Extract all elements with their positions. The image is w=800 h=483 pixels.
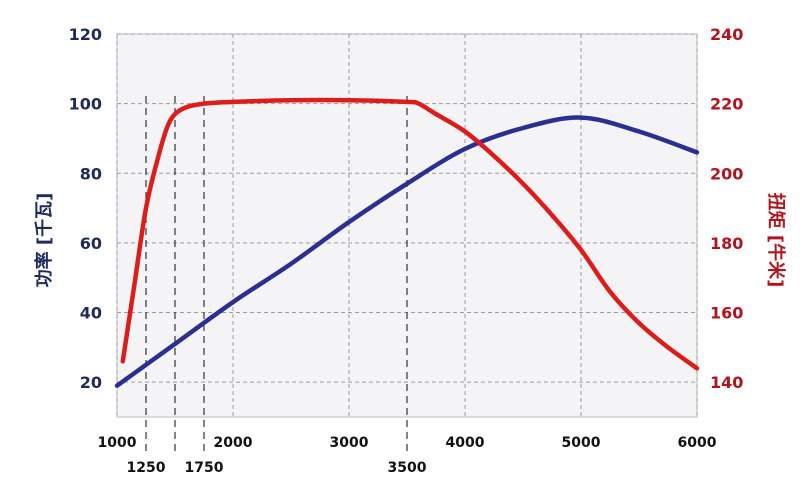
x-tick-label-secondary: 1750 (185, 460, 224, 476)
x-tick-label: 3000 (330, 435, 369, 451)
x-tick-label: 1000 (98, 435, 137, 451)
y-tick-label-right: 240 (710, 25, 743, 44)
y-axis-title-right: 扭矩 [牛米] (765, 193, 787, 288)
plot-background (116, 33, 698, 418)
y-axis-title-left: 功率 [千瓦] (33, 193, 55, 288)
y-tick-label-left: 40 (80, 304, 102, 323)
x-tick-label: 5000 (562, 435, 601, 451)
y-tick-label-left: 80 (80, 164, 102, 183)
x-tick-label-secondary: 1250 (127, 460, 166, 476)
y-tick-label-right: 220 (710, 95, 743, 114)
x-tick-label: 6000 (678, 435, 717, 451)
y-tick-label-left: 20 (80, 373, 102, 392)
y-tick-label-right: 160 (710, 304, 743, 323)
series-group (114, 97, 700, 388)
y-tick-label-left: 120 (69, 25, 102, 44)
torque-curve (120, 97, 700, 371)
y-tick-label-right: 180 (710, 234, 743, 253)
y-tick-label-right: 200 (710, 164, 743, 183)
power-curve (114, 115, 700, 388)
x-tick-label-secondary: 3500 (388, 460, 427, 476)
y-tick-label-left: 100 (69, 95, 102, 114)
x-tick-label: 2000 (214, 435, 253, 451)
y-tick-label-right: 140 (710, 373, 743, 392)
y-tick-label-left: 60 (80, 234, 102, 253)
tick-labels: 1000 2000 3000 4000 5000 6000 20 140 40 160 60 180 8… (69, 25, 744, 476)
x-tick-label: 4000 (446, 435, 485, 451)
